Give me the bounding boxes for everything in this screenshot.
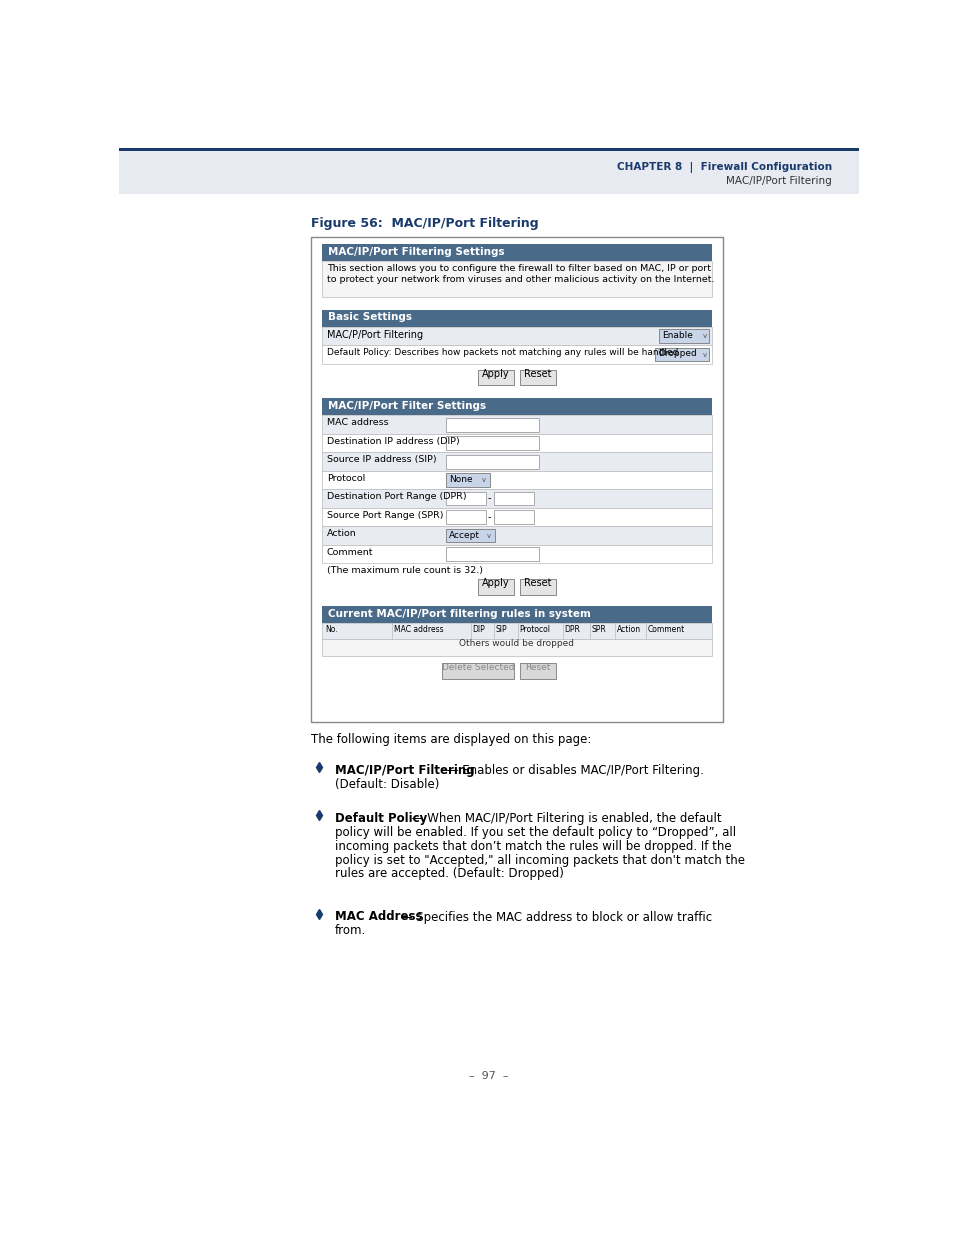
- Bar: [445, 529, 495, 542]
- Text: SIP: SIP: [496, 625, 507, 634]
- Bar: [322, 346, 711, 364]
- Text: Reset: Reset: [524, 663, 550, 672]
- Bar: [519, 663, 555, 679]
- Text: MAC/IP/Port Filtering: MAC/IP/Port Filtering: [335, 764, 474, 777]
- Text: CHAPTER 8  |  Firewall Configuration: CHAPTER 8 | Firewall Configuration: [617, 162, 831, 173]
- Text: Destination Port Range (DPR): Destination Port Range (DPR): [327, 493, 466, 501]
- Text: MAC/IP/Port Filtering Settings: MAC/IP/Port Filtering Settings: [328, 247, 504, 257]
- Text: Default Policy: Default Policy: [335, 811, 427, 825]
- Text: v: v: [701, 352, 706, 358]
- Text: Basic Settings: Basic Settings: [328, 312, 412, 322]
- Bar: [519, 370, 555, 385]
- Bar: [322, 526, 711, 545]
- Bar: [322, 433, 711, 452]
- Text: v: v: [486, 532, 491, 538]
- Text: — Specifies the MAC address to block or allow traffic: — Specifies the MAC address to block or …: [396, 910, 711, 924]
- Bar: [322, 310, 711, 327]
- Text: None: None: [449, 475, 473, 484]
- Text: Others would be dropped: Others would be dropped: [458, 638, 574, 648]
- Bar: [477, 370, 513, 385]
- Text: Enable: Enable: [661, 331, 693, 340]
- Bar: [322, 327, 711, 346]
- Text: rules are accepted. (Default: Dropped): rules are accepted. (Default: Dropped): [335, 867, 563, 881]
- Text: v: v: [701, 333, 706, 340]
- Bar: [442, 663, 513, 679]
- Text: Comment: Comment: [327, 548, 373, 557]
- Bar: [322, 606, 711, 624]
- Bar: [322, 638, 711, 656]
- Text: — When MAC/IP/Port Filtering is enabled, the default: — When MAC/IP/Port Filtering is enabled,…: [408, 811, 721, 825]
- Bar: [322, 415, 711, 433]
- Text: Action: Action: [617, 625, 640, 634]
- Bar: [119, 151, 858, 194]
- Bar: [445, 417, 537, 431]
- Text: The following items are displayed on this page:: The following items are displayed on thi…: [311, 734, 591, 746]
- Text: Accept: Accept: [449, 531, 480, 540]
- Text: Figure 56:  MAC/IP/Port Filtering: Figure 56: MAC/IP/Port Filtering: [311, 217, 538, 231]
- Bar: [322, 545, 711, 563]
- Bar: [322, 262, 711, 296]
- Text: MAC/P/Port Filtering: MAC/P/Port Filtering: [327, 330, 422, 340]
- Text: Apply: Apply: [481, 578, 509, 588]
- Text: MAC address: MAC address: [394, 625, 443, 634]
- Text: Delete Selected: Delete Selected: [441, 663, 514, 672]
- Text: Comment: Comment: [647, 625, 684, 634]
- Text: MAC/IP/Port Filter Settings: MAC/IP/Port Filter Settings: [328, 401, 486, 411]
- Text: No.: No.: [325, 625, 337, 634]
- Text: MAC/IP/Port Filtering: MAC/IP/Port Filtering: [726, 175, 831, 186]
- Bar: [519, 579, 555, 595]
- Bar: [445, 454, 537, 468]
- Text: Protocol: Protocol: [518, 625, 550, 634]
- Bar: [322, 452, 711, 471]
- Bar: [322, 245, 711, 262]
- Text: policy is set to "Accepted," all incoming packets that don't match the: policy is set to "Accepted," all incomin…: [335, 853, 744, 867]
- Text: SPR: SPR: [591, 625, 605, 634]
- Text: DPR: DPR: [563, 625, 579, 634]
- Text: v: v: [481, 477, 486, 483]
- Text: Protocol: Protocol: [327, 474, 365, 483]
- Bar: [445, 547, 537, 561]
- Text: from.: from.: [335, 924, 366, 937]
- Text: Destination IP address (DIP): Destination IP address (DIP): [327, 437, 459, 446]
- Text: Current MAC/IP/Port filtering rules in system: Current MAC/IP/Port filtering rules in s…: [328, 609, 591, 619]
- Bar: [322, 489, 711, 508]
- Text: policy will be enabled. If you set the default policy to “Dropped”, all: policy will be enabled. If you set the d…: [335, 826, 735, 839]
- Text: –  97  –: – 97 –: [469, 1071, 508, 1081]
- Bar: [445, 473, 490, 487]
- Bar: [322, 471, 711, 489]
- Bar: [477, 579, 513, 595]
- Text: incoming packets that don’t match the rules will be dropped. If the: incoming packets that don’t match the ru…: [335, 840, 731, 852]
- Text: MAC Address: MAC Address: [335, 910, 422, 924]
- Bar: [119, 148, 858, 151]
- Bar: [445, 492, 485, 505]
- Bar: [445, 510, 485, 524]
- Text: MAC address: MAC address: [327, 419, 388, 427]
- Bar: [654, 347, 708, 362]
- Bar: [493, 510, 534, 524]
- Text: Reset: Reset: [523, 578, 551, 588]
- Bar: [493, 492, 534, 505]
- Text: (Default: Disable): (Default: Disable): [335, 778, 438, 792]
- Bar: [445, 436, 537, 450]
- Text: Source Port Range (SPR): Source Port Range (SPR): [327, 511, 443, 520]
- Text: Dropped: Dropped: [658, 350, 696, 358]
- Text: DIP: DIP: [472, 625, 485, 634]
- Text: -: -: [487, 494, 491, 504]
- Bar: [322, 624, 711, 638]
- Text: Default Policy: Describes how packets not matching any rules will be handled: Default Policy: Describes how packets no…: [327, 348, 678, 357]
- Bar: [322, 508, 711, 526]
- Bar: [659, 330, 708, 343]
- Bar: [311, 237, 722, 721]
- Bar: [322, 399, 711, 415]
- Text: -: -: [487, 513, 491, 522]
- Text: Source IP address (SIP): Source IP address (SIP): [327, 456, 436, 464]
- Text: (The maximum rule count is 32.): (The maximum rule count is 32.): [327, 567, 482, 576]
- Text: Apply: Apply: [481, 369, 509, 379]
- Text: Reset: Reset: [523, 369, 551, 379]
- Text: — Enables or disables MAC/IP/Port Filtering.: — Enables or disables MAC/IP/Port Filter…: [443, 764, 703, 777]
- Text: This section allows you to configure the firewall to filter based on MAC, IP or : This section allows you to configure the…: [327, 264, 714, 284]
- Text: Action: Action: [327, 530, 356, 538]
